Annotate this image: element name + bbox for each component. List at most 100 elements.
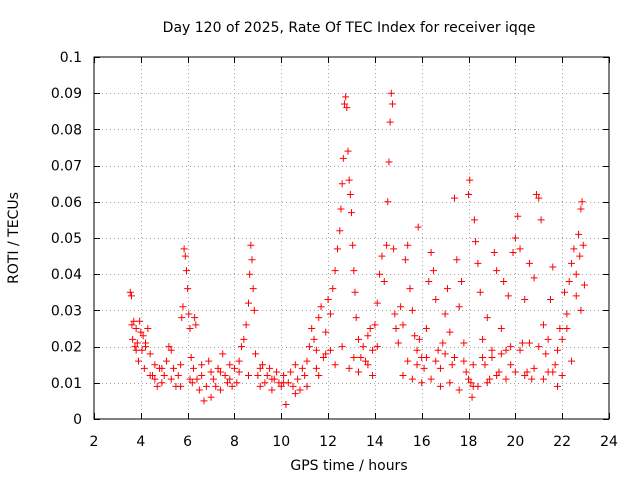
data-point: [205, 357, 213, 365]
data-point: [177, 361, 185, 369]
y-tick-label: 0.06: [51, 195, 82, 211]
data-point: [460, 339, 468, 347]
data-point: [404, 357, 412, 365]
data-point: [495, 368, 503, 376]
data-point: [186, 325, 194, 332]
data-point: [282, 401, 290, 409]
data-point: [539, 321, 547, 329]
data-point: [336, 227, 344, 235]
data-point: [390, 245, 398, 253]
x-tick-label: 10: [272, 434, 290, 450]
data-point: [207, 393, 215, 401]
data-point: [174, 372, 182, 380]
data-point: [355, 335, 363, 343]
data-point: [343, 104, 351, 112]
data-point: [580, 281, 588, 289]
data-point: [170, 364, 178, 372]
data-point: [507, 343, 515, 351]
data-point: [129, 335, 137, 343]
data-point: [380, 277, 388, 285]
data-point: [331, 361, 339, 369]
data-point: [378, 252, 386, 260]
x-tick-labels: 2 4 6 8 10 12 14 16 18 20 22 24: [90, 434, 618, 450]
data-point: [521, 296, 529, 304]
data-point: [404, 241, 412, 249]
data-point: [502, 375, 510, 383]
data-point: [455, 303, 463, 311]
data-point: [333, 245, 341, 253]
data-point: [500, 277, 508, 285]
data-point: [146, 372, 154, 380]
data-point: [344, 147, 352, 155]
data-point: [525, 259, 533, 267]
data-point: [399, 321, 407, 329]
data-point: [572, 270, 580, 278]
data-point: [373, 343, 381, 351]
data-point: [178, 314, 186, 322]
data-point: [294, 375, 302, 383]
data-point: [511, 234, 519, 242]
data-point: [134, 357, 142, 365]
data-point: [481, 361, 489, 369]
data-point: [216, 386, 224, 394]
data-point: [468, 393, 476, 401]
data-point: [369, 346, 377, 354]
data-point: [493, 267, 501, 275]
data-point: [364, 332, 372, 340]
data-point: [384, 198, 392, 206]
data-point: [483, 314, 491, 322]
y-axis-label: ROTI / TECUs: [6, 192, 22, 284]
data-point: [296, 386, 304, 394]
data-point: [472, 238, 480, 246]
data-point: [359, 343, 367, 351]
data-point: [249, 285, 257, 293]
data-point: [133, 339, 141, 347]
data-point: [242, 321, 250, 329]
data-point: [465, 191, 473, 199]
data-point: [563, 325, 571, 332]
data-point: [151, 361, 159, 369]
x-tick-label: 6: [183, 434, 192, 450]
data-point: [291, 361, 299, 369]
data-point: [556, 325, 564, 332]
data-point: [338, 180, 346, 188]
y-tick-label: 0.1: [60, 50, 82, 66]
data-point: [303, 357, 311, 365]
data-point: [373, 299, 381, 307]
data-point: [483, 379, 491, 387]
data-point: [418, 379, 426, 387]
data-point: [516, 346, 524, 354]
data-point: [549, 263, 557, 271]
data-point: [248, 256, 256, 264]
data-point: [130, 317, 138, 325]
data-point: [521, 372, 529, 380]
plot-frame: [93, 56, 610, 420]
data-point: [202, 382, 210, 390]
data-point: [345, 364, 353, 372]
data-point: [235, 357, 243, 365]
data-point: [181, 252, 189, 260]
data-point: [256, 364, 264, 372]
data-point: [153, 382, 161, 390]
data-point: [411, 332, 419, 340]
data-point: [523, 368, 531, 376]
data-point: [303, 382, 311, 390]
data-point: [226, 361, 234, 369]
data-point: [140, 364, 148, 372]
data-point: [362, 357, 370, 365]
data-point: [193, 375, 201, 383]
data-point: [230, 364, 238, 372]
data-point: [544, 335, 552, 343]
data-point: [163, 357, 171, 365]
data-point: [132, 325, 140, 332]
data-point: [185, 310, 193, 318]
data-point: [137, 328, 145, 336]
data-point: [525, 339, 533, 347]
data-point: [350, 267, 358, 275]
data-point: [198, 361, 206, 369]
data-point: [287, 368, 295, 376]
data-point: [476, 288, 484, 296]
data-point: [158, 379, 166, 387]
data-point: [273, 368, 281, 376]
